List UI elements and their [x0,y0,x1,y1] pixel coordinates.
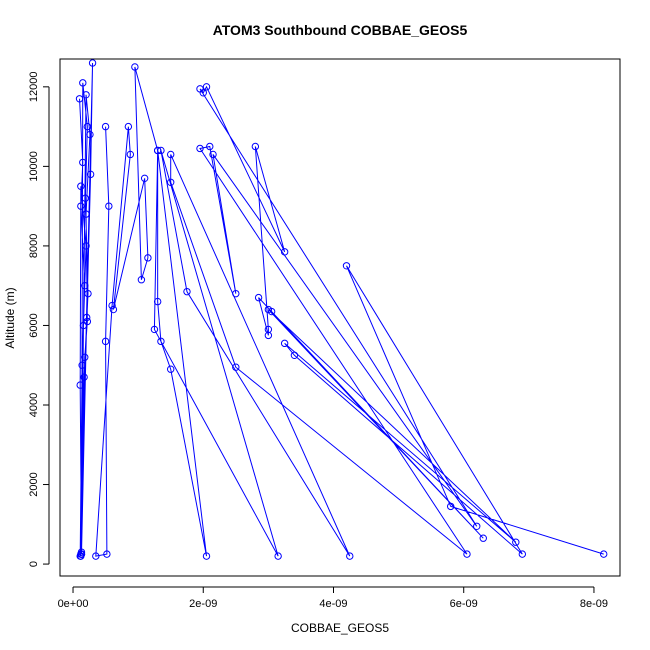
y-axis: 0 2000 4000 6000 8000 10000 12000 [28,72,50,567]
data-point [254,293,263,302]
y-tick-label: 12000 [28,72,40,103]
data-point [76,381,84,389]
data-point [518,550,527,558]
data-point [77,182,85,190]
data-point [82,242,90,250]
data-point [290,351,299,359]
data-point [264,305,273,314]
x-tick-label: 0e+00 [58,598,89,610]
data-point [183,287,191,296]
series-1 [75,59,97,560]
data-point [251,142,260,151]
data-point [206,142,214,151]
data-point [82,210,90,218]
y-tick-label: 0 [28,561,40,567]
data-point [447,502,455,511]
data-point [463,550,471,558]
data-point [77,202,85,210]
data-point [153,297,162,306]
plot-content [75,59,608,560]
data-point [86,130,94,139]
data-point [137,276,146,284]
series-2 [92,63,608,560]
data-point [199,89,207,97]
x-tick-label: 4e-09 [319,598,347,610]
data-point [512,538,520,546]
x-tick-label: 6e-09 [450,598,478,610]
data-point [157,337,165,346]
data-point [78,361,86,369]
data-point [600,550,608,558]
data-point [80,373,88,381]
x-axis: 0e+00 2e-09 4e-09 6e-09 8e-09 [58,586,608,610]
data-point [79,79,87,87]
data-point [150,325,159,334]
data-point [109,305,118,314]
data-point [86,170,95,179]
data-point [75,95,84,103]
y-tick-label: 10000 [28,151,40,182]
data-point [346,552,354,560]
data-point [131,63,139,71]
data-point [167,150,175,159]
data-point [280,248,289,256]
data-point [196,144,204,153]
y-axis-label: Altitude (m) [3,287,17,348]
data-point [83,313,91,322]
data-point [153,146,162,155]
data-point [342,262,351,270]
data-point [103,550,111,558]
data-point [144,254,152,262]
data-point [88,59,97,67]
data-point [79,158,87,167]
y-tick-label: 8000 [28,234,40,258]
data-point [479,534,487,542]
data-point [81,281,89,290]
chart-title: ATOM3 Southbound COBBAE_GEOS5 [213,22,468,38]
data-point [83,317,92,326]
y-tick-label: 4000 [28,393,40,417]
data-point [101,122,110,131]
data-point [83,122,92,131]
x-tick-label: 8e-09 [580,598,608,610]
plot-frame [59,58,621,577]
data-point [108,301,116,310]
data-point [79,321,88,330]
data-point [92,552,100,560]
y-tick-label: 2000 [28,472,40,496]
data-point [101,337,110,346]
data-point [202,83,211,91]
x-axis-label: COBBAE_GEOS5 [291,621,389,635]
x-tick-label: 2e-09 [189,598,217,610]
data-point [280,339,289,348]
data-point [77,550,86,558]
data-point [81,194,90,202]
data-point [202,552,211,560]
data-point [232,363,240,371]
data-point [105,202,113,210]
data-point [81,353,89,361]
data-point [82,91,90,99]
y-tick-label: 6000 [28,313,40,337]
series-line [95,66,604,557]
data-point [126,150,135,159]
data-point [157,146,165,155]
data-point [274,552,282,560]
data-point [140,174,149,183]
data-point [473,522,481,530]
data-point [264,331,273,340]
data-point [124,122,133,131]
data-point [84,289,92,298]
data-point [167,365,175,373]
data-point [209,150,217,159]
data-point [167,178,175,186]
data-point [232,289,240,298]
